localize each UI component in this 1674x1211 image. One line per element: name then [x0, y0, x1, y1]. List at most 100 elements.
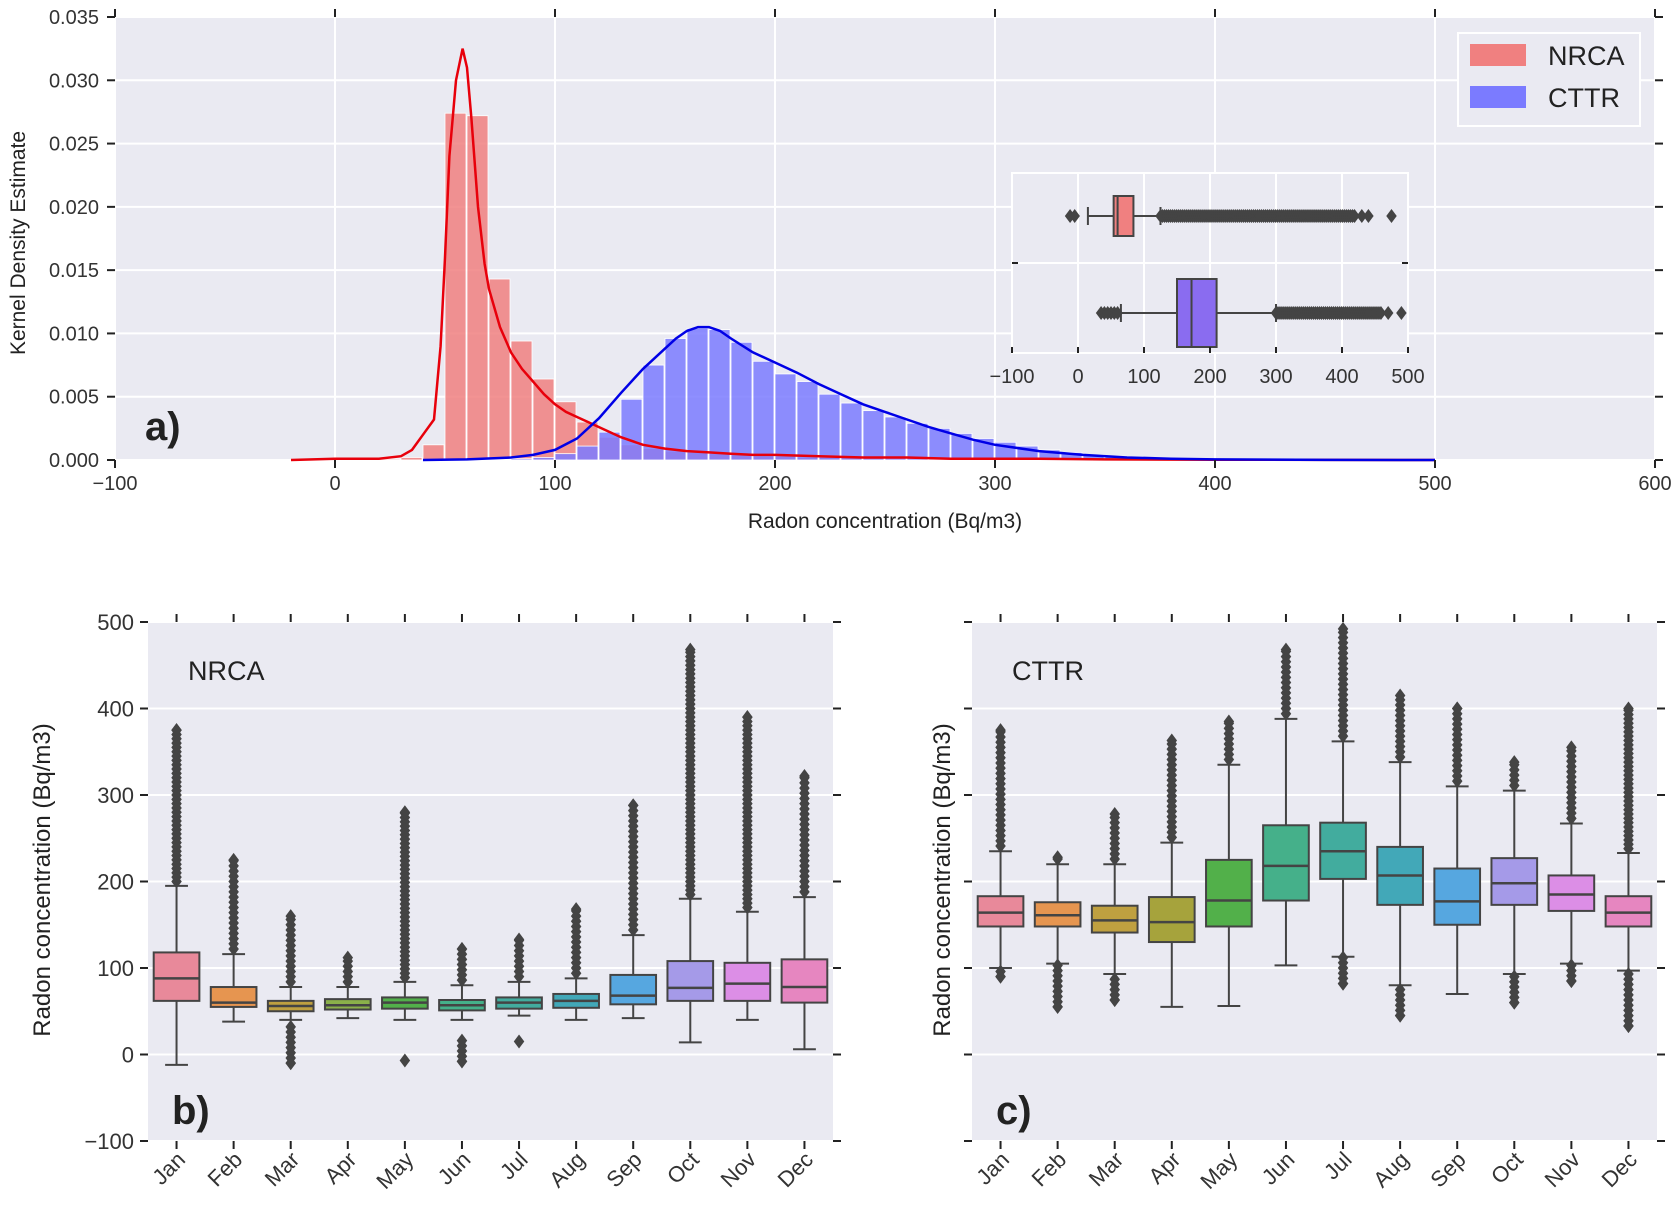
panel-a-ytick-label: 0.030 [49, 70, 99, 92]
c-mar-outlier [1109, 807, 1120, 822]
hist-bar-cttr [686, 327, 709, 461]
c-jan-outlier [995, 969, 1006, 984]
kde-line-cttr [422, 325, 1436, 462]
panel-c-station-label: CTTR [1012, 656, 1084, 686]
c-apr-outlier [1166, 733, 1178, 748]
c-oct-outlier [1509, 969, 1520, 984]
c-xtick-label: Mar [1084, 1147, 1128, 1191]
c-jan-box [976, 895, 1025, 928]
c-xtick-label: Jan [971, 1147, 1014, 1190]
c-xtick-label: Apr [1143, 1147, 1185, 1189]
b-xtick-label: Mar [260, 1147, 304, 1191]
panel-a-legend: NRCA CTTR [1457, 32, 1641, 127]
b-nov-outlier [742, 710, 753, 725]
legend-label-nrca: NRCA [1548, 41, 1625, 71]
b-ytick-label: 0 [122, 1043, 134, 1068]
hist-bar-cttr [730, 341, 753, 461]
inset-outlier-cttr [1382, 306, 1394, 320]
c-sep-outlier [1451, 701, 1463, 716]
b-xtick-label: Jul [495, 1147, 533, 1185]
c-jul-outlier [1337, 621, 1349, 636]
panel-b-boxplot: −100 0 100 200 300 400 500 Jan Feb Mar Apr May Jun Ju… [29, 610, 841, 1194]
c-apr-box [1147, 896, 1196, 944]
b-jan-outlier [171, 723, 182, 738]
c-aug-outlier [1394, 982, 1406, 997]
b-ytick-label: 100 [97, 956, 134, 981]
panel-c-boxplot: Jan Feb Mar Apr May Jun Jul Aug Sep Oct Nov Dec CTT… [929, 614, 1665, 1194]
panel-c-boxes [976, 621, 1653, 1033]
c-oct-outlier [1509, 755, 1520, 770]
b-jun-outlier [456, 1054, 468, 1069]
panel-a-ytick-label: 0.015 [49, 260, 99, 282]
b-xtick-label: Jan [147, 1147, 190, 1190]
b-feb-outlier [228, 852, 239, 867]
panel-a-xtick-label: 600 [1638, 473, 1671, 495]
b-xtick-label: Jun [433, 1147, 476, 1190]
inset-xtick-label: 100 [1127, 366, 1160, 388]
inset-xtick-label: 300 [1259, 366, 1292, 388]
inset-outlier-cttr [1396, 306, 1407, 320]
b-xtick-label: Aug [544, 1147, 589, 1192]
b-may-outlier [399, 1053, 411, 1068]
panel-a-tag: a) [145, 405, 181, 449]
hist-bar-nrca [400, 457, 423, 461]
panel-a-xtick-label: 500 [1418, 473, 1451, 495]
panel-a-ytick-label: 0.000 [49, 450, 99, 472]
c-nov-outlier [1566, 973, 1577, 988]
b-ytick-label: 400 [97, 697, 134, 722]
c-xtick-label: Sep [1425, 1147, 1470, 1192]
c-xtick-label: May [1195, 1147, 1242, 1194]
c-aug-outlier [1394, 1008, 1406, 1023]
c-jan-outlier [995, 723, 1006, 738]
panel-a-xtick-label: 300 [978, 473, 1011, 495]
c-xtick-label: Oct [1486, 1147, 1528, 1189]
panel-a-xtick-label: 0 [329, 473, 340, 495]
panel-a-ytick-label: 0.025 [49, 134, 99, 156]
panel-a-xtick-label: 200 [758, 473, 791, 495]
c-oct-box [1490, 857, 1539, 906]
panel-a-histogram-bars [290, 112, 1479, 461]
inset-ticks: −100 0 100 200 300 400 500 [989, 262, 1425, 388]
panel-a-xtick-label: 400 [1198, 473, 1231, 495]
inset-xtick-label: −100 [989, 366, 1034, 388]
hist-bar-cttr [950, 433, 973, 461]
hist-bar-cttr [796, 381, 819, 461]
hist-bar-cttr [906, 422, 929, 461]
inset-boxes [1064, 195, 1407, 348]
hist-bar-nrca [488, 278, 511, 461]
legend-swatch-nrca [1470, 44, 1526, 66]
c-xtick-label: Jul [1319, 1147, 1357, 1185]
b-xtick-label: Oct [662, 1147, 704, 1189]
c-feb-outlier [1052, 999, 1063, 1014]
panel-b-tag: b) [172, 1089, 210, 1133]
b-ytick-label: 200 [97, 870, 134, 895]
hist-bar-cttr [642, 364, 665, 461]
panel-a-inset-boxplot: −100 0 100 200 300 400 500 [989, 172, 1425, 388]
c-mar-box [1090, 904, 1139, 934]
c-jul-outlier [1337, 976, 1349, 991]
hist-bar-cttr [554, 453, 577, 461]
hist-bar-cttr [884, 416, 907, 461]
hist-bar-cttr [840, 402, 863, 461]
b-feb-box [209, 986, 258, 1008]
b-apr-outlier [342, 950, 354, 965]
c-dec-outlier [1623, 701, 1634, 716]
b-xtick-label: Apr [319, 1147, 361, 1189]
c-mar-outlier [1109, 972, 1120, 987]
panel-a-x-axis-label: Radon concentration (Bq/m3) [748, 510, 1022, 533]
b-dec-box [780, 958, 829, 1004]
panel-c-tag: c) [996, 1089, 1032, 1133]
panel-a-ticks: −100 0 100 200 300 400 500 600 0.000 0.005 0.010 0.… [49, 7, 1672, 495]
c-sep-box [1433, 867, 1482, 926]
hist-bar-cttr [664, 338, 687, 461]
panel-a-plot-area [115, 17, 1655, 460]
inset-outlier-cttr [1375, 306, 1387, 320]
c-nov-outlier [1566, 958, 1577, 973]
b-xtick-label: Feb [203, 1147, 247, 1191]
hist-bar-cttr [532, 457, 555, 461]
c-xtick-label: Aug [1368, 1147, 1413, 1192]
c-dec-box [1604, 895, 1653, 928]
hist-bar-cttr [510, 458, 533, 461]
b-oct-outlier [685, 642, 696, 657]
